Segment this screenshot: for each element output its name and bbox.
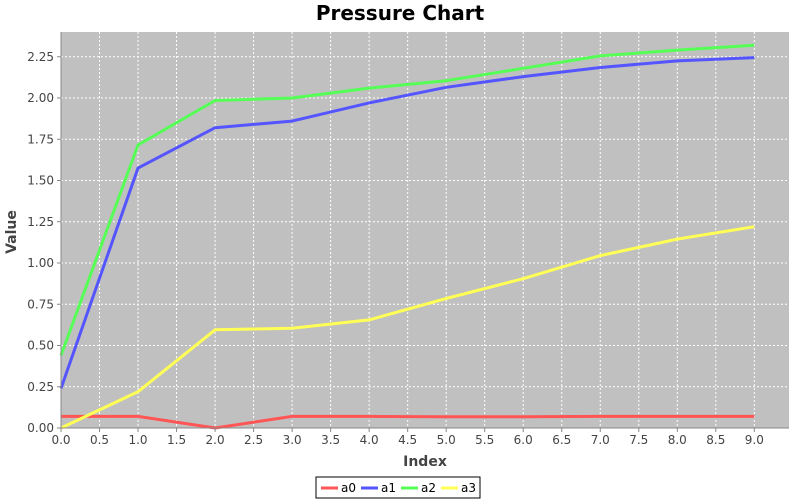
legend: a0 a1 a2 a3 <box>315 476 481 499</box>
series-line-a0 <box>61 414 755 430</box>
series-line-a3 <box>60 225 755 430</box>
y-axis-label: Value <box>4 210 20 254</box>
y-tick-label: 0.25 <box>27 380 54 394</box>
y-tick-label: 0.75 <box>27 297 54 311</box>
x-axis-ticks: 0.0 0.5 1.0 1.5 2.0 2.5 3.0 3.5 4.0 4.5 5.0 5.5 6.0 6… <box>51 428 764 447</box>
y-tick-label: 2.00 <box>27 91 54 105</box>
x-tick-label: 4.5 <box>398 433 417 447</box>
legend-label-a2: a2 <box>421 481 436 495</box>
x-axis-label: Index <box>403 454 447 470</box>
x-tick-label: 3.5 <box>321 433 340 447</box>
x-tick-label: 5.5 <box>475 433 494 447</box>
y-tick-label: 0.00 <box>27 421 54 435</box>
series-line-a2 <box>59 43 755 356</box>
x-tick-label: 7.0 <box>591 433 610 447</box>
x-tick-label: 2.5 <box>244 433 263 447</box>
chart-title: Pressure Chart <box>316 1 485 25</box>
series-line-a1 <box>59 56 755 389</box>
x-tick-label: 2.0 <box>206 433 225 447</box>
x-tick-label: 0.5 <box>90 433 109 447</box>
y-tick-label: 0.50 <box>27 339 54 353</box>
y-tick-label: 1.50 <box>27 174 54 188</box>
x-tick-label: 5.0 <box>437 433 456 447</box>
x-tick-label: 7.5 <box>629 433 648 447</box>
y-tick-label: 1.75 <box>27 132 54 146</box>
x-tick-label: 9.0 <box>745 433 764 447</box>
x-tick-label: 6.5 <box>552 433 571 447</box>
legend-box <box>315 476 481 499</box>
legend-label-a0: a0 <box>341 481 356 495</box>
x-tick-label: 6.0 <box>514 433 533 447</box>
series-lines <box>59 43 755 430</box>
x-tick-label: 3.0 <box>283 433 302 447</box>
x-tick-label: 1.0 <box>128 433 147 447</box>
x-tick-label: 0.0 <box>51 433 70 447</box>
y-tick-label: 1.00 <box>27 256 54 270</box>
legend-label-a1: a1 <box>381 481 396 495</box>
x-tick-label: 8.5 <box>706 433 725 447</box>
x-tick-label: 4.0 <box>360 433 379 447</box>
y-axis-ticks: 0.00 0.25 0.50 0.75 1.00 1.25 1.50 1.75 2.00 2.25 <box>27 50 61 435</box>
x-tick-label: 8.0 <box>668 433 687 447</box>
y-tick-label: 2.25 <box>27 50 54 64</box>
legend-label-a3: a3 <box>461 481 476 495</box>
y-tick-label: 1.25 <box>27 215 54 229</box>
x-tick-label: 1.5 <box>167 433 186 447</box>
